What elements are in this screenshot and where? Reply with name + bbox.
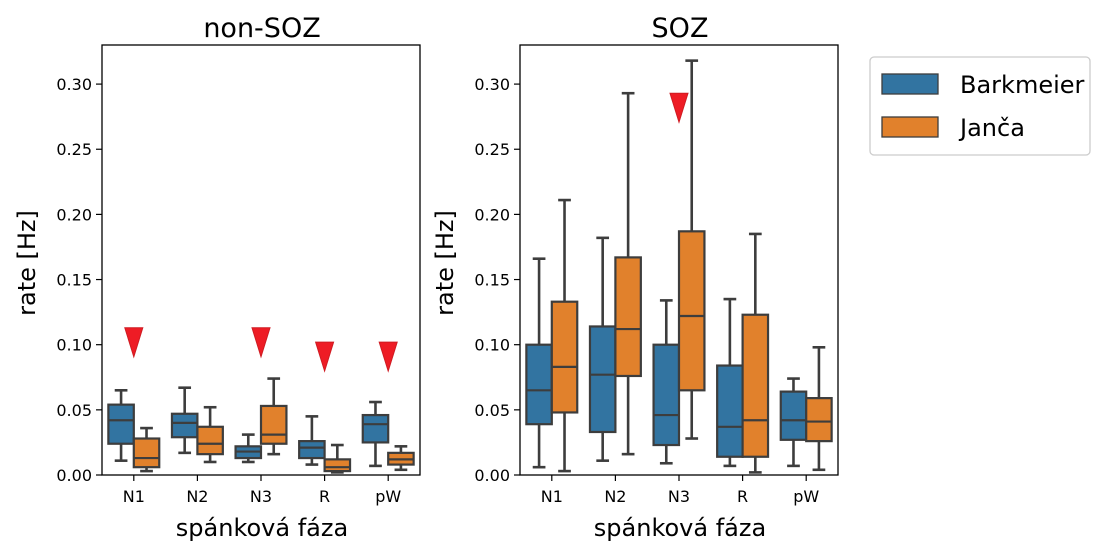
box-body [716,364,744,458]
x-tick-label: R [319,487,330,506]
box-janča-pw [387,445,415,472]
y-tick-label: 0.25 [474,140,510,159]
box-body [779,390,808,441]
significance-markers [124,327,398,373]
x-tick-label: N3 [250,487,272,506]
x-axis-label: spánková fáza [176,514,348,542]
y-ticks: 0.00 0.05 0.10 0.15 0.20 0.25 0.30 [56,75,102,485]
box-janča-n3 [259,377,288,456]
x-tick-label: N1 [541,487,563,506]
box-barkmeier-n2 [170,386,199,455]
x-tick-label: N2 [186,487,208,506]
box-janča-n2 [196,405,224,464]
box-body [361,413,390,444]
plot-frame [101,44,421,476]
box-body [196,425,224,456]
y-tick-label: 0.00 [474,466,510,485]
box-body [614,256,642,378]
y-axis-label: rate [Hz] [431,210,459,316]
significance-marker-n1 [124,327,144,359]
y-tick-label: 0.05 [474,401,510,420]
significance-markers [669,92,689,124]
box-body [323,458,352,473]
y-tick-label: 0.25 [56,140,92,159]
legend: Barkmeier Janča [869,56,1091,156]
box-janča-r [323,443,352,474]
panel-soz: SOZ rate [Hz] spánková fáza 0.00 0.05 0.10… [431,13,839,542]
y-tick-label: 0.10 [56,336,92,355]
box-barkmeier-n3 [652,299,681,465]
box-janča-n2 [614,91,642,456]
box-body [677,230,706,392]
y-tick-label: 0.15 [56,271,92,290]
box-body [525,343,553,426]
box-barkmeier-pw [779,377,808,468]
y-tick-label: 0.20 [56,205,92,224]
y-ticks: 0.00 0.05 0.10 0.15 0.20 0.25 0.30 [474,75,520,485]
significance-marker-r [314,341,335,373]
x-tick-label: N2 [604,487,626,506]
box-body [588,325,617,434]
y-tick-label: 0.05 [56,401,92,420]
legend-label-barkmeier: Barkmeier [960,71,1085,99]
box-body [741,313,770,458]
x-axis-label: spánková fáza [594,514,766,542]
box-body [132,437,161,469]
x-tick-label: R [737,487,748,506]
panel-title: SOZ [652,13,709,44]
y-tick-label: 0.30 [56,75,92,94]
box-body [259,404,288,445]
box-group [525,59,833,474]
box-body [652,343,681,447]
box-body [550,300,579,414]
panel-non-soz: non-SOZ rate [Hz] spánková fáza 0.00 0.05… [13,13,421,542]
box-barkmeier-r [298,415,326,466]
y-tick-label: 0.10 [474,336,510,355]
box-janča-n1 [132,426,161,473]
significance-marker-n3 [251,327,271,359]
box-body [107,403,135,445]
box-group [107,377,415,474]
box-body [298,440,326,460]
box-body [170,412,199,439]
legend-swatch-janca [881,116,939,138]
box-janča-pw [805,346,833,472]
legend-label-janca: Janča [958,114,1025,142]
box-barkmeier-n3 [234,433,263,464]
box-body [805,397,833,443]
box-barkmeier-n2 [588,236,617,462]
box-janča-n1 [550,198,579,473]
y-tick-label: 0.15 [474,271,510,290]
box-janča-n3 [677,59,706,440]
x-tick-label: N3 [668,487,690,506]
y-axis-label: rate [Hz] [13,210,41,316]
box-janča-r [741,232,770,474]
significance-marker-pw [378,341,398,373]
x-tick-label: pW [793,487,819,506]
y-tick-label: 0.00 [56,466,92,485]
plot-frame [519,44,839,476]
box-barkmeier-pw [361,400,390,468]
x-tick-label: pW [375,487,401,506]
box-barkmeier-r [716,297,744,468]
y-tick-label: 0.30 [474,75,510,94]
x-tick-label: N1 [123,487,145,506]
box-barkmeier-n1 [525,257,553,469]
box-barkmeier-n1 [107,389,135,462]
panel-title: non-SOZ [203,13,320,44]
legend-swatch-barkmeier [881,73,939,95]
y-tick-label: 0.20 [474,205,510,224]
significance-marker-n3 [669,92,689,124]
